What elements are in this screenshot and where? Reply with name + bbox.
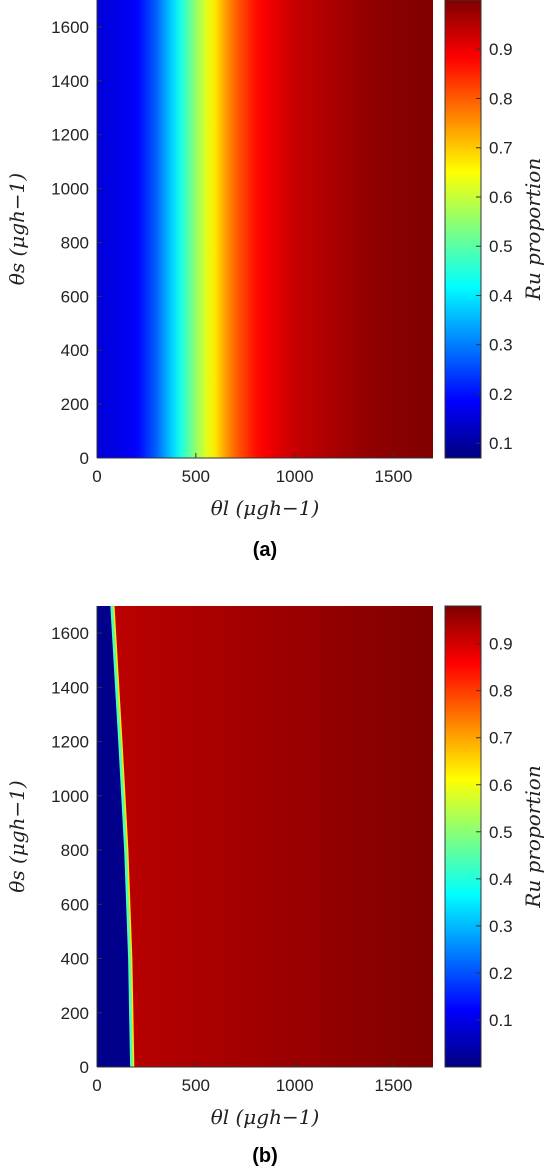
y-tick-label: 400 xyxy=(61,950,89,969)
x-tick-label: 1500 xyxy=(375,467,413,486)
x-tick-label: 0 xyxy=(92,1076,101,1095)
y-tick-label: 1000 xyxy=(51,180,89,199)
y-tick-label: 1600 xyxy=(51,18,89,37)
x-tick-label: 0 xyxy=(92,467,101,486)
heatmap-cells xyxy=(97,606,433,1067)
panel-a: 0 200 400 600 800 1000 1200 1400 1600 0 500 1000 150… xyxy=(5,0,545,561)
y-tick-label: 600 xyxy=(61,895,89,914)
colorbar-tick-label: 0.2 xyxy=(489,385,513,404)
y-tick-label: 1400 xyxy=(51,678,89,697)
transition-curve-edge xyxy=(113,606,135,1067)
colorbar-tick-label: 0.7 xyxy=(489,729,513,748)
y-tick-label: 0 xyxy=(80,449,89,468)
panel-label: (b) xyxy=(252,1145,278,1167)
y-tick-label: 400 xyxy=(61,341,89,360)
heatmap-field xyxy=(97,0,433,458)
y-tick-label: 1600 xyxy=(51,624,89,643)
y-tick-label: 600 xyxy=(61,287,89,306)
y-tick-label: 800 xyxy=(61,841,89,860)
colorbar-tick-label: 0.8 xyxy=(489,682,513,701)
colorbar-tick-label: 0.6 xyxy=(489,188,513,207)
panel-b: 0 200 400 600 800 1000 1200 1400 1600 0 500 1000 150… xyxy=(5,605,545,1167)
colorbar-tick-label: 0.5 xyxy=(489,237,513,256)
x-axis-label: θl (μgh−1) xyxy=(211,1105,320,1129)
colorbar-tick-label: 0.5 xyxy=(489,823,513,842)
colorbar-tick-label: 0.1 xyxy=(489,434,513,453)
colorbar xyxy=(444,0,482,459)
colorbar-tick-label: 0.9 xyxy=(489,635,513,654)
colorbar-label: Ru proportion xyxy=(521,158,545,301)
y-tick-label: 200 xyxy=(61,1004,89,1023)
y-tick-label: 800 xyxy=(61,233,89,252)
transition-curve xyxy=(110,606,134,1067)
colorbar-tick-label: 0.3 xyxy=(489,336,513,355)
y-axis-label: θs (μgh−1) xyxy=(5,780,29,892)
y-tick-label: 1000 xyxy=(51,787,89,806)
colorbar xyxy=(444,605,482,1068)
x-tick-label: 1500 xyxy=(375,1076,413,1095)
colorbar-tick-label: 0.3 xyxy=(489,917,513,936)
x-tick-label: 1000 xyxy=(276,1076,314,1095)
colorbar-tick-label: 0.8 xyxy=(489,89,513,108)
x-tick-label: 1000 xyxy=(276,467,314,486)
y-tick-label: 0 xyxy=(80,1058,89,1077)
y-tick-label: 200 xyxy=(61,395,89,414)
heatmap-cells xyxy=(97,0,433,458)
colorbar-tick-label: 0.9 xyxy=(489,40,513,59)
x-axis-label: θl (μgh−1) xyxy=(211,496,320,520)
colorbar-tick-label: 0.2 xyxy=(489,964,513,983)
y-tick-label: 1200 xyxy=(51,733,89,752)
y-axis-label: θs (μgh−1) xyxy=(5,173,29,285)
colorbar-tick-label: 0.7 xyxy=(489,139,513,158)
colorbar-tick-label: 0.4 xyxy=(489,870,513,889)
colorbar-tick-label: 0.4 xyxy=(489,286,513,305)
heatmap-field xyxy=(97,606,433,1067)
colorbar-label: Ru proportion xyxy=(521,765,545,908)
colorbar-tick-label: 0.1 xyxy=(489,1011,513,1030)
y-tick-label: 1400 xyxy=(51,72,89,91)
y-tick-label: 1200 xyxy=(51,126,89,145)
panel-label: (a) xyxy=(253,539,277,561)
low-region xyxy=(97,606,132,1067)
x-tick-label: 500 xyxy=(182,467,210,486)
colorbar-tick-label: 0.6 xyxy=(489,776,513,795)
x-tick-label: 500 xyxy=(182,1076,210,1095)
